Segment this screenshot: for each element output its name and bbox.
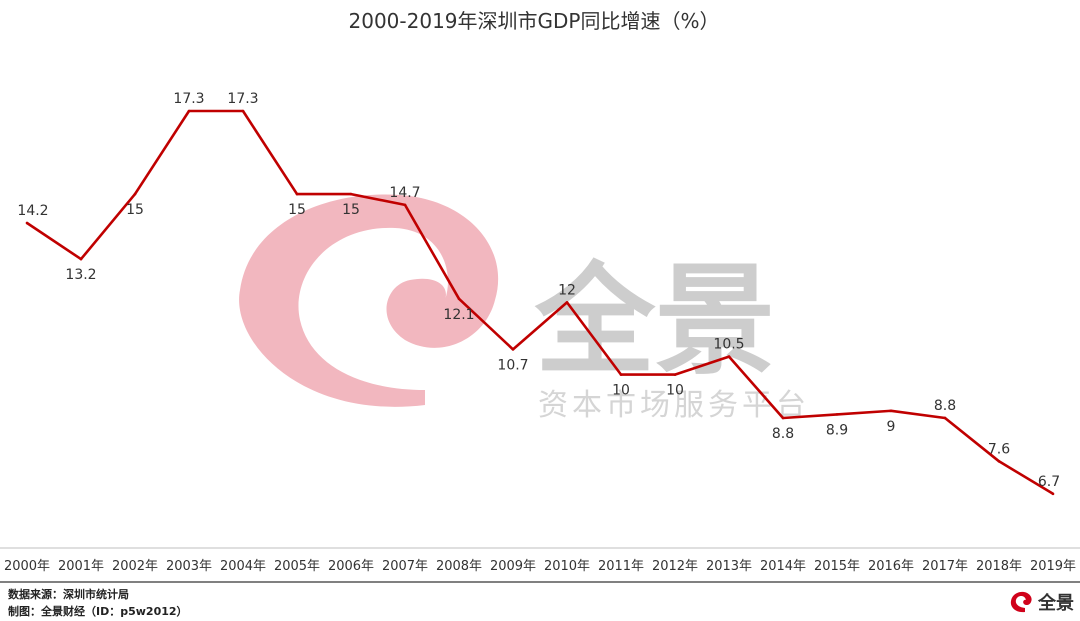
x-tick-label: 2015年 <box>814 559 860 574</box>
data-point <box>403 203 407 207</box>
x-tick-label: 2013年 <box>706 559 752 574</box>
data-point <box>457 297 461 301</box>
x-tick-label: 2010年 <box>544 559 590 574</box>
x-tick-label: 2006年 <box>328 559 374 574</box>
x-tick-labels: 2000年 2001年 2002年 2003年 2004年 2005年 2006年 2007年… <box>4 559 1076 574</box>
data-point <box>295 192 299 196</box>
x-tick-label: 2019年 <box>1030 559 1076 574</box>
data-point <box>943 416 947 420</box>
data-point <box>25 221 29 225</box>
data-point <box>241 109 245 113</box>
data-label: 10.5 <box>713 337 744 353</box>
data-label: 8.9 <box>826 422 848 438</box>
data-point <box>133 192 137 196</box>
data-point <box>781 416 785 420</box>
x-tick-label: 2005年 <box>274 559 320 574</box>
data-label: 15 <box>126 202 144 218</box>
watermark-brand: 全景 <box>534 252 775 391</box>
x-tick-label: 2011年 <box>598 559 644 574</box>
data-point <box>1051 492 1055 496</box>
footer-source: 数据来源：深圳市统计局 <box>8 588 129 601</box>
data-point <box>619 373 623 376</box>
data-label: 7.6 <box>988 441 1010 457</box>
data-label: 15 <box>342 202 360 218</box>
data-label: 12 <box>558 282 576 298</box>
data-label: 8.8 <box>934 398 956 414</box>
logo-text: 全景 <box>1038 593 1074 614</box>
data-labels: 14.2 13.2 15 17.3 17.3 15 15 14.7 12.1 10.7 12 10 10… <box>17 91 1060 490</box>
data-label: 10 <box>612 383 630 399</box>
data-label: 17.3 <box>227 91 258 107</box>
data-label: 14.2 <box>17 203 48 219</box>
x-tick-label: 2017年 <box>922 559 968 574</box>
data-label: 6.7 <box>1038 474 1060 490</box>
data-label: 17.3 <box>173 91 204 107</box>
data-point <box>79 257 83 261</box>
x-tick-label: 2003年 <box>166 559 212 574</box>
x-tick-label: 2007年 <box>382 559 428 574</box>
data-label: 10.7 <box>497 357 528 373</box>
data-point <box>997 460 1001 463</box>
series-layer <box>25 109 1055 496</box>
data-label: 15 <box>288 202 306 218</box>
data-point <box>565 301 569 304</box>
data-point <box>889 409 893 413</box>
data-label: 10 <box>666 383 684 399</box>
data-label: 13.2 <box>65 267 96 283</box>
quanjing-logo-icon <box>1010 591 1032 613</box>
x-tick-label: 2016年 <box>868 559 914 574</box>
data-label: 14.7 <box>389 185 420 201</box>
x-tick-label: 2009年 <box>490 559 536 574</box>
data-point <box>511 348 515 351</box>
x-tick-label: 2000年 <box>4 559 50 574</box>
chart-title: 2000-2019年深圳市GDP同比增速（%） <box>349 9 720 33</box>
x-tick-label: 2002年 <box>112 559 158 574</box>
x-tick-label: 2014年 <box>760 559 806 574</box>
data-label: 8.8 <box>772 426 794 442</box>
brand-logo: 全景 <box>1009 589 1074 615</box>
footer-credit: 制图：全景财经（ID：p5w2012） <box>8 605 188 618</box>
data-point <box>187 109 191 113</box>
watermark: 全景 资本市场服务平台 <box>239 194 806 423</box>
data-label: 12.1 <box>443 307 474 323</box>
x-tick-label: 2004年 <box>220 559 266 574</box>
x-tick-label: 2018年 <box>976 559 1022 574</box>
x-tick-label: 2008年 <box>436 559 482 574</box>
watermark-logo-icon <box>239 194 499 407</box>
data-point <box>349 192 353 196</box>
series-line <box>26 109 1054 495</box>
data-point <box>835 413 839 416</box>
x-tick-label: 2012年 <box>652 559 698 574</box>
data-point <box>727 355 731 358</box>
data-point <box>673 373 677 376</box>
data-label: 9 <box>887 419 896 435</box>
x-tick-label: 2001年 <box>58 559 104 574</box>
